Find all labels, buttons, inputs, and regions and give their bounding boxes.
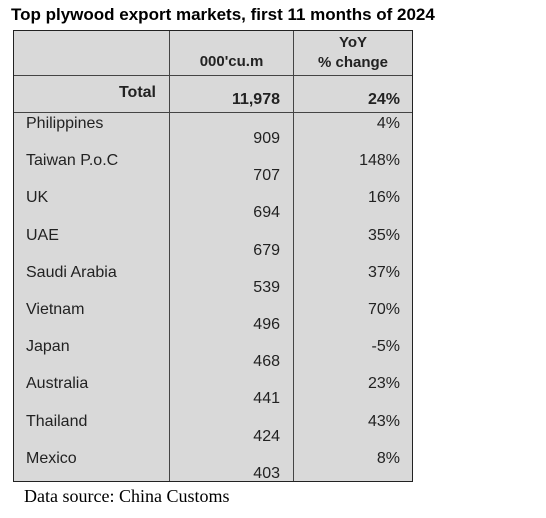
export-volume: 679 xyxy=(253,241,280,259)
table-row: UK 694 16% xyxy=(14,187,412,224)
yoy-change: 23% xyxy=(367,375,400,393)
country-rows: Philippines 909 4% Taiwan P.o.C 707 148% UK 694… xyxy=(14,113,412,485)
country-name: Thailand xyxy=(26,412,88,430)
country-name: Australia xyxy=(26,375,89,393)
data-source-note: Data source: China Customs xyxy=(24,486,230,506)
export-volume: 441 xyxy=(253,390,280,408)
country-name: UK xyxy=(26,189,49,207)
table-row: Taiwan P.o.C 707 148% xyxy=(14,150,412,187)
export-volume: 909 xyxy=(253,130,280,147)
export-volume: 496 xyxy=(253,315,280,333)
table-row: Saudi Arabia 539 37% xyxy=(14,262,412,299)
table-row: Japan 468 -5% xyxy=(14,336,412,373)
export-volume: 707 xyxy=(253,167,280,185)
country-name: Taiwan P.o.C xyxy=(26,152,119,170)
export-volume: 424 xyxy=(253,427,280,445)
total-divider xyxy=(14,112,412,113)
yoy-header-line2: % change xyxy=(317,54,389,71)
table-row: Philippines 909 4% xyxy=(14,113,412,150)
export-volume: 694 xyxy=(253,204,280,222)
column-divider xyxy=(293,31,294,481)
column-divider xyxy=(169,31,170,481)
country-name: UAE xyxy=(26,226,59,244)
table-row: Mexico 403 8% xyxy=(14,448,412,485)
header-divider xyxy=(14,75,412,76)
export-volume: 403 xyxy=(253,464,280,482)
table-row: UAE 679 35% xyxy=(14,225,412,262)
yoy-header-line1: YoY xyxy=(338,34,368,51)
yoy-column-header: YoY % change xyxy=(294,33,412,73)
volume-column-header: 000'cu.m xyxy=(199,53,264,70)
total-volume: 11,978 xyxy=(231,91,280,108)
export-volume: 539 xyxy=(253,278,280,296)
table-row: Australia 441 23% xyxy=(14,373,412,410)
country-name: Japan xyxy=(26,338,70,356)
yoy-change: 43% xyxy=(367,412,400,430)
yoy-change: 16% xyxy=(367,189,400,207)
yoy-change: 37% xyxy=(367,263,400,281)
yoy-change: -5% xyxy=(371,338,400,356)
total-yoy: 24% xyxy=(367,91,400,108)
country-name: Mexico xyxy=(26,449,77,467)
table-title: Top plywood export markets, first 11 mon… xyxy=(11,5,435,24)
yoy-change: 148% xyxy=(359,152,400,170)
country-name: Vietnam xyxy=(26,300,85,318)
country-name: Philippines xyxy=(26,115,104,132)
export-volume: 468 xyxy=(253,353,280,371)
yoy-change: 4% xyxy=(376,115,400,132)
table-row: Thailand 424 43% xyxy=(14,411,412,448)
export-markets-table: 000'cu.m YoY % change Total 11,978 24% P… xyxy=(13,30,413,482)
yoy-change: 70% xyxy=(367,300,400,318)
country-name: Saudi Arabia xyxy=(26,263,117,281)
table-row: Vietnam 496 70% xyxy=(14,299,412,336)
yoy-change: 35% xyxy=(367,226,400,244)
total-label: Total xyxy=(118,84,156,101)
yoy-change: 8% xyxy=(376,449,400,467)
